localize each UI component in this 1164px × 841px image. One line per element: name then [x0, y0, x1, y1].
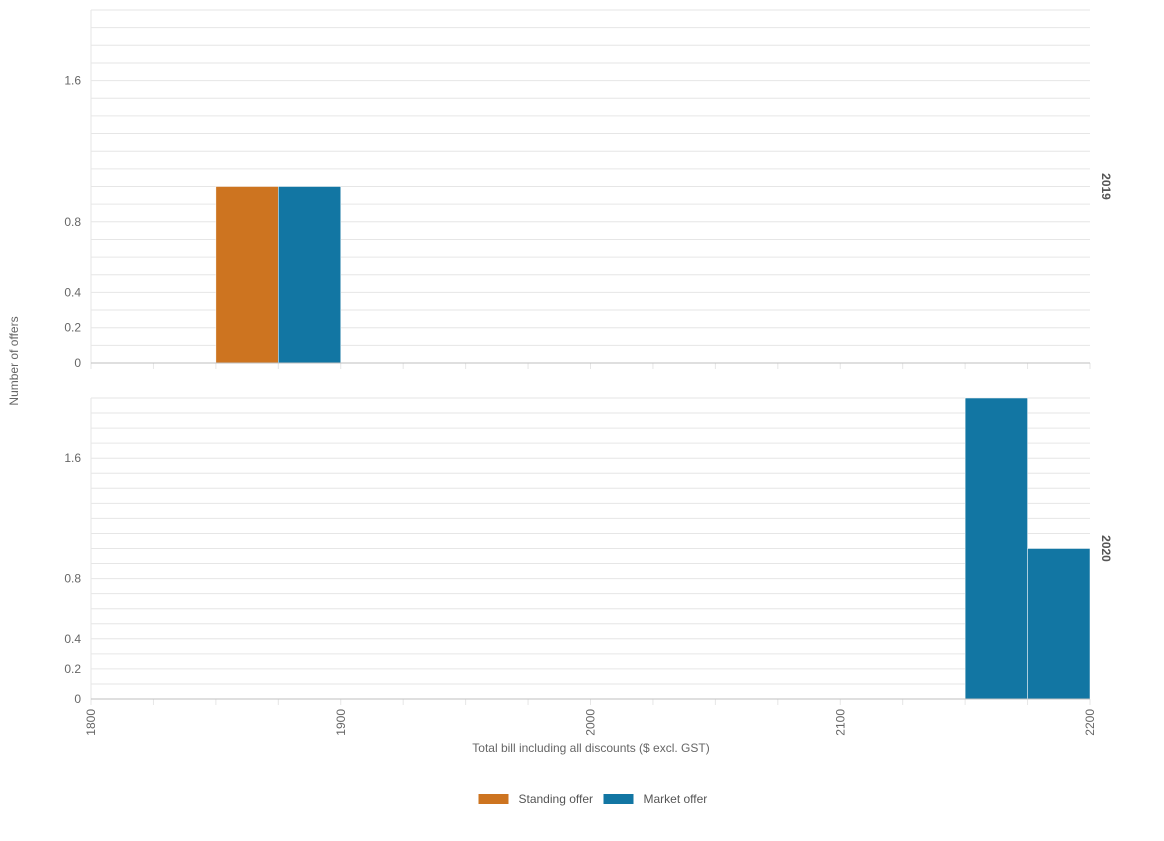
bar-market-offer[interactable]: [1027, 548, 1091, 700]
bar-standing-offer[interactable]: [215, 186, 279, 364]
y-tick-label: 0.8: [64, 215, 81, 229]
y-tick-label: 0.4: [64, 285, 81, 299]
y-tick-label: 0.8: [64, 572, 81, 586]
bar-market-offer[interactable]: [964, 397, 1028, 700]
legend-item-standing-offer[interactable]: Standing offer: [478, 792, 594, 806]
bar-market-offer[interactable]: [278, 186, 341, 364]
y-axis-title: Number of offers: [7, 316, 21, 405]
legend-item-market-offer[interactable]: Market offer: [603, 792, 708, 806]
y-tick-label: 0.4: [64, 632, 81, 646]
x-axis-title: Total bill including all discounts ($ ex…: [472, 741, 709, 755]
x-tick-label: 2100: [833, 709, 847, 736]
facets-layer: 0 0.2 0.4 0.8 1.6 2019 0 0.2 0.4 0.8 1.6 2020: [64, 9, 1113, 706]
facet-panel-2020: 0 0.2 0.4 0.8 1.6 2020: [64, 397, 1113, 706]
y-tick-label: 0.2: [64, 321, 81, 335]
x-tick-label: 2000: [584, 709, 598, 736]
legend-label: Market offer: [644, 792, 708, 806]
legend-swatch: [603, 794, 634, 804]
y-tick-label: 0: [74, 692, 81, 706]
facet-panel-2019: 0 0.2 0.4 0.8 1.6 2019: [64, 9, 1113, 370]
facet-label: 2019: [1099, 173, 1113, 200]
x-tick-label: 1800: [84, 709, 98, 736]
y-tick-label: 1.6: [64, 451, 81, 465]
legend: Standing offer Market offer: [478, 792, 708, 806]
y-tick-label: 0.2: [64, 662, 81, 676]
legend-swatch: [478, 794, 509, 804]
y-tick-label: 1.6: [64, 74, 81, 88]
facet-label: 2020: [1099, 535, 1113, 562]
y-tick-label: 0: [74, 356, 81, 370]
legend-label: Standing offer: [519, 792, 594, 806]
x-axis: 1800 1900 2000 2100 2200: [84, 709, 1097, 736]
x-tick-label: 2200: [1083, 709, 1097, 736]
x-tick-label: 1900: [334, 709, 348, 736]
